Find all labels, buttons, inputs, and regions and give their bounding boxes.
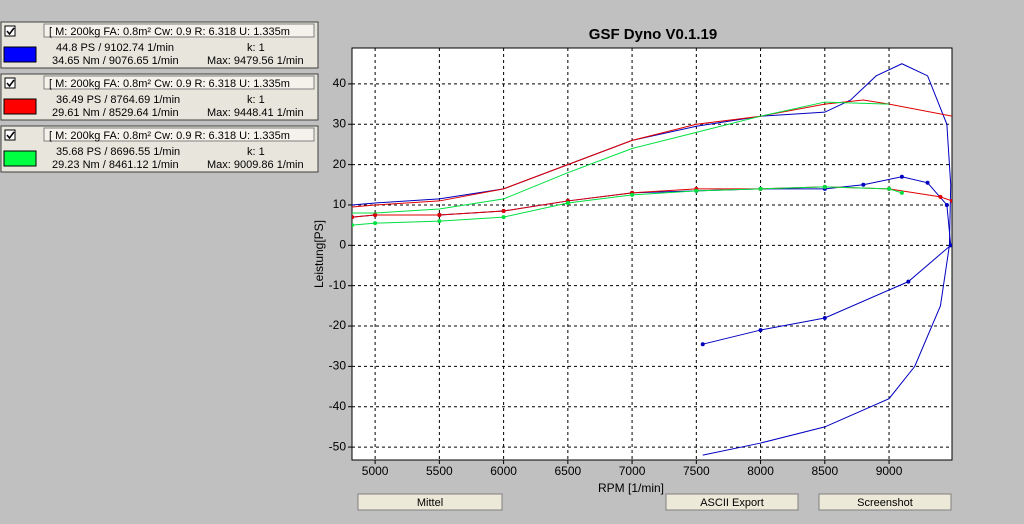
button[interactable] [818,493,952,511]
panel-header: [ M: 200kg FA: 0.8m² Cw: 0.9 R: 6.318 U:… [49,130,290,142]
x-tick-label: 5000 [362,464,389,478]
y-axis-label: Leistung[PS] [312,220,326,288]
data-point [501,215,506,220]
data-point [822,315,827,320]
power-value: 35.68 PS / 8696.55 1/min [56,146,180,158]
data-point [437,213,442,218]
data-point [437,219,442,224]
series-line [352,101,890,214]
data-point [861,182,866,187]
data-point [948,243,952,248]
y-tick-label: 30 [333,116,347,130]
data-point [565,200,570,205]
color-swatch[interactable] [3,150,37,167]
checkbox[interactable] [4,77,16,89]
checkbox[interactable] [4,129,16,141]
x-tick-label: 6500 [554,464,581,478]
data-point [950,198,952,203]
y-tick-label: -50 [329,439,347,453]
panel-header: [ M: 200kg FA: 0.8m² Cw: 0.9 R: 6.318 U:… [49,78,290,90]
max-value: Max: 9009.86 1/min [207,159,304,171]
data-point [944,202,949,207]
header-box [43,75,315,90]
k-value: k: 1 [247,146,265,158]
x-tick-label: 5500 [426,464,453,478]
button-label[interactable]: Mittel [417,497,443,509]
data-point [501,209,506,214]
data-point [938,194,943,199]
y-tick-label: -20 [329,318,347,332]
data-point [758,186,763,191]
grid [352,48,952,460]
series-group [352,63,952,456]
y-tick-label: 40 [333,76,347,90]
x-tick-label: 6000 [490,464,517,478]
x-tick-label: 8500 [811,464,838,478]
data-point [694,188,699,193]
torque-value: 29.23 Nm / 8461.12 1/min [52,159,179,171]
data-point [906,279,911,284]
button[interactable] [665,493,799,511]
y-tick-label: 0 [339,237,346,251]
data-point [887,186,892,191]
x-axis-label: RPM [1/min] [598,481,664,495]
y-tick-label: 10 [333,197,347,211]
button[interactable] [357,493,503,511]
k-value: k: 1 [247,42,265,54]
button-label[interactable]: Screenshot [857,497,913,509]
checkmark [6,27,15,36]
header-box [43,127,315,142]
chart-title: GSF Dyno V0.1.19 [589,26,717,43]
x-tick-label: 8000 [747,464,774,478]
y-tick-label: -10 [329,278,347,292]
data-point [899,190,904,195]
data-point [352,215,354,220]
k-value: k: 1 [247,94,265,106]
series-line [352,99,952,208]
series-line [352,186,952,218]
data-point [630,192,635,197]
data-point [700,342,705,347]
x-tick-label: 7000 [619,464,646,478]
torque-value: 34.65 Nm / 9076.65 1/min [52,55,179,67]
max-value: Max: 9479.56 1/min [207,55,304,67]
x-tick-label: 9000 [876,464,903,478]
power-value: 44.8 PS / 9102.74 1/min [56,42,174,54]
panel-header: [ M: 200kg FA: 0.8m² Cw: 0.9 R: 6.318 U:… [49,26,290,38]
power-value: 36.49 PS / 8764.69 1/min [56,94,180,106]
checkmark [6,131,15,140]
data-point [899,174,904,179]
data-point [925,180,930,185]
y-tick-label: -30 [329,359,347,373]
max-value: Max: 9448.41 1/min [207,107,304,119]
torque-value: 29.61 Nm / 8529.64 1/min [52,107,179,119]
checkmark [6,79,15,88]
data-point [822,184,827,189]
plot-area [351,47,953,461]
data-point [352,223,354,228]
color-swatch[interactable] [3,46,37,63]
data-point [758,328,763,333]
y-tick-label: 20 [333,157,347,171]
color-swatch[interactable] [3,98,37,115]
header-box [43,23,315,38]
data-point [373,221,378,226]
y-tick-label: -40 [329,399,347,413]
x-tick-label: 7500 [683,464,710,478]
data-point [373,213,378,218]
checkbox[interactable] [4,25,16,37]
button-label[interactable]: ASCII Export [700,497,764,509]
